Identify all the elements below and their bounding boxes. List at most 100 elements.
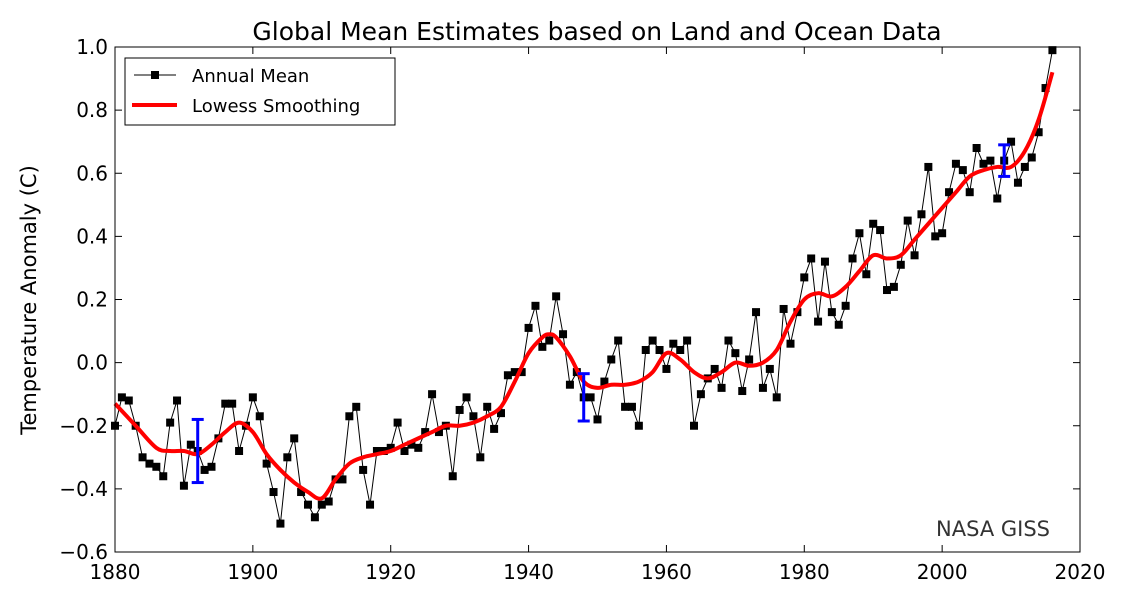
annual-mean-point [855, 229, 864, 238]
annual-mean-point [779, 304, 788, 313]
annual-mean-point [1041, 84, 1050, 93]
annual-mean-point [503, 371, 512, 380]
annual-mean-point [345, 412, 354, 421]
annual-mean-point [738, 387, 747, 396]
annual-mean-point [469, 412, 478, 421]
annual-mean-point [559, 330, 568, 339]
y-tick-label: −0.6 [59, 540, 108, 564]
chart-title: Global Mean Estimates based on Land and … [252, 17, 941, 46]
annual-mean-point [552, 292, 561, 301]
annual-mean-point [745, 355, 754, 364]
annual-mean-point [758, 383, 767, 392]
annual-mean-point [1048, 46, 1057, 55]
annual-mean-point [366, 500, 375, 509]
annual-mean-point [262, 459, 271, 468]
annual-mean-point [662, 364, 671, 373]
annual-mean-point [304, 500, 312, 509]
annual-mean-point [324, 497, 333, 506]
annual-mean-point [724, 336, 733, 345]
error-bar [998, 143, 1011, 178]
axes-frame [114, 46, 1081, 553]
annual-mean-point [786, 339, 795, 348]
annual-mean-point [352, 402, 361, 411]
annual-mean-point [690, 421, 698, 430]
annual-mean-point [248, 393, 257, 402]
annual-mean-point [221, 399, 230, 408]
annual-mean-point [428, 390, 437, 399]
annual-mean-point [862, 270, 871, 279]
annual-mean-point [476, 453, 485, 462]
x-tick-label: 1960 [641, 560, 692, 584]
annual-mean-point [1020, 162, 1029, 171]
annual-mean-point [359, 465, 368, 474]
annual-mean-point [117, 393, 126, 402]
x-tick-label: 1880 [90, 560, 141, 584]
annual-mean-point [841, 301, 850, 310]
y-tick-label: −0.4 [59, 477, 108, 501]
annual-mean-point [834, 320, 843, 329]
annual-mean-point [531, 301, 540, 310]
annual-mean-point [945, 188, 954, 197]
annual-mean-point [710, 364, 719, 373]
y-tick-label: 0.0 [76, 351, 108, 375]
annual-mean-point [186, 440, 195, 449]
annual-mean-point [283, 453, 292, 462]
annual-mean-point [317, 500, 326, 509]
x-tick-label: 1920 [365, 560, 416, 584]
annual-mean-point [269, 488, 278, 497]
annual-mean-point [517, 368, 526, 377]
annual-mean-point [276, 519, 285, 528]
lowess-smoothing-line [113, 71, 1055, 501]
annual-mean-point [297, 488, 306, 497]
annual-mean-point [207, 462, 216, 471]
annual-mean-point [462, 393, 471, 402]
annual-mean-point [159, 472, 168, 481]
annual-mean-point [510, 368, 519, 377]
annual-mean-point [290, 434, 299, 443]
x-tick-label: 1980 [779, 560, 830, 584]
annual-mean-point [152, 462, 161, 471]
annual-mean-point [607, 355, 616, 364]
annual-mean-point [434, 428, 443, 437]
legend-lowess-label: Lowess Smoothing [192, 96, 360, 117]
annual-mean-point [641, 346, 650, 354]
annual-mean-point [903, 216, 912, 225]
legend-annual-marker [151, 71, 159, 79]
x-tick-label: 1940 [503, 560, 554, 584]
annual-mean-point [173, 396, 182, 405]
annual-mean-point [910, 251, 919, 260]
annual-mean-point [545, 336, 554, 345]
nasa-giss-annotation: NASA GISS [936, 517, 1050, 541]
annual-mean-point [972, 144, 981, 152]
annual-mean-point [400, 447, 409, 455]
annual-mean-point [627, 402, 636, 411]
annual-mean-point [917, 210, 926, 219]
annual-mean-point [889, 282, 898, 291]
annual-mean-point [407, 440, 416, 449]
annual-mean-point [421, 428, 430, 437]
annual-mean-point [448, 472, 457, 481]
annual-mean-point [896, 260, 905, 269]
y-tick-label: 0.6 [76, 161, 108, 185]
annual-mean-point [676, 346, 685, 354]
annual-mean-point [483, 402, 492, 411]
annual-mean-point [765, 364, 774, 373]
y-tick-label: 0.4 [76, 224, 108, 248]
annual-mean-point [931, 232, 940, 241]
annual-mean-point [883, 286, 891, 295]
annual-mean-point [386, 443, 395, 452]
legend: Annual Mean Lowess Smoothing [124, 57, 396, 126]
annual-mean-point [255, 412, 264, 421]
annual-mean-point [372, 447, 381, 455]
annual-mean-point [772, 393, 781, 402]
annual-mean-point [621, 402, 630, 411]
annual-mean-point [497, 409, 505, 418]
annual-mean-point [235, 447, 244, 455]
annual-mean-point [717, 383, 726, 392]
y-tick-label: 0.8 [76, 98, 108, 122]
annual-mean-point [752, 308, 761, 317]
annual-mean-point [800, 273, 809, 282]
y-tick-label: 0.2 [76, 288, 108, 312]
annual-mean-point [586, 393, 595, 402]
annual-mean-point [179, 481, 188, 490]
